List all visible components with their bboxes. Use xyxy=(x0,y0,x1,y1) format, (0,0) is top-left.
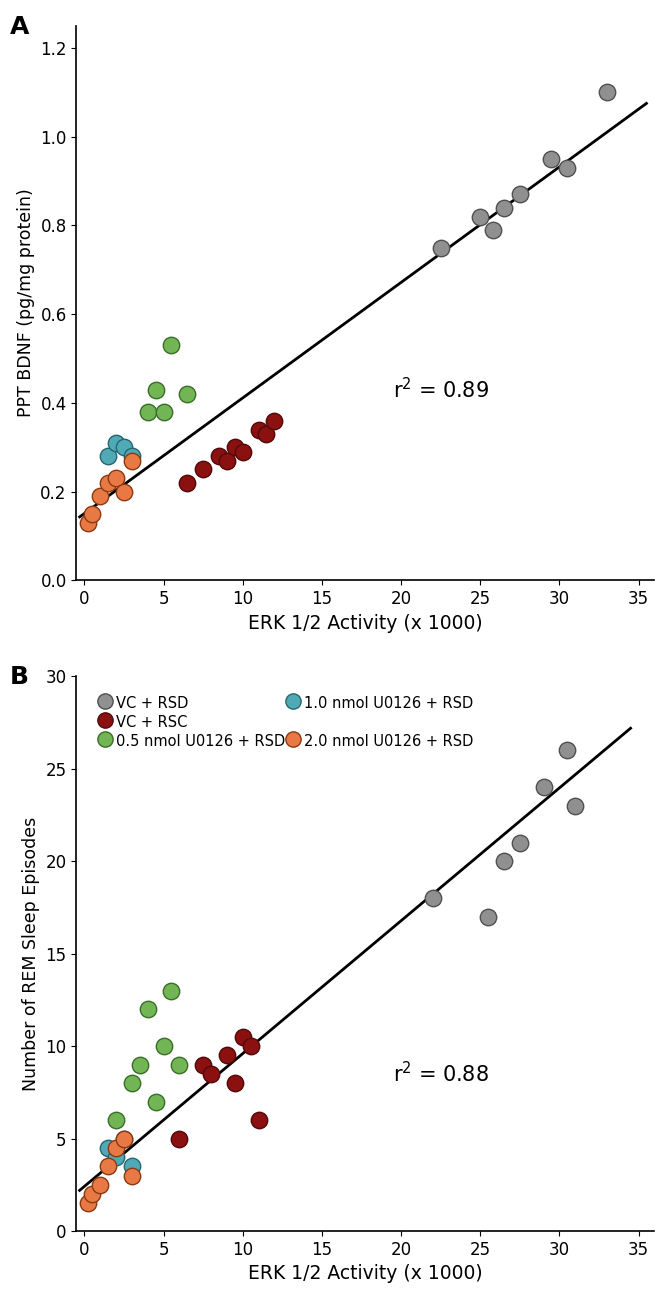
Point xyxy=(538,777,549,798)
Point xyxy=(166,980,177,1001)
Point xyxy=(111,1138,121,1158)
Point xyxy=(174,1128,185,1149)
Point xyxy=(482,906,493,927)
Point xyxy=(562,157,572,178)
Point xyxy=(87,503,98,524)
Text: r$^{2}$ = 0.89: r$^{2}$ = 0.89 xyxy=(393,377,489,402)
Point xyxy=(198,459,209,480)
Point xyxy=(499,198,509,218)
Point xyxy=(111,433,121,454)
Point xyxy=(269,411,280,432)
Point xyxy=(253,1110,264,1131)
Y-axis label: Number of REM Sleep Episodes: Number of REM Sleep Episodes xyxy=(22,816,40,1091)
Point xyxy=(119,481,130,502)
Point xyxy=(238,441,248,462)
Point xyxy=(103,1138,113,1158)
Point xyxy=(601,82,612,103)
Point xyxy=(111,1147,121,1167)
Text: B: B xyxy=(10,666,29,689)
Point xyxy=(103,446,113,467)
Point xyxy=(150,1091,161,1112)
X-axis label: ERK 1/2 Activity (x 1000): ERK 1/2 Activity (x 1000) xyxy=(248,1265,482,1283)
Point xyxy=(238,1027,248,1048)
Point xyxy=(134,1054,145,1075)
Point xyxy=(435,237,446,257)
Point xyxy=(246,1036,256,1057)
Point xyxy=(142,998,153,1019)
Point xyxy=(150,380,161,400)
Point xyxy=(570,796,580,816)
Point xyxy=(127,450,138,471)
Point xyxy=(142,402,153,422)
Point xyxy=(119,437,130,458)
Y-axis label: PPT BDNF (pg/mg protein): PPT BDNF (pg/mg protein) xyxy=(17,188,35,417)
Point xyxy=(119,1128,130,1149)
Legend: VC + RSD, VC + RSC, 0.5 nmol U0126 + RSD, , 1.0 nmol U0126 + RSD, , 2.0 nmol U01: VC + RSD, VC + RSC, 0.5 nmol U0126 + RSD… xyxy=(95,689,479,773)
Point xyxy=(174,1054,185,1075)
Point xyxy=(111,1110,121,1131)
Point xyxy=(166,335,177,356)
Point xyxy=(427,888,438,909)
Point xyxy=(127,446,138,467)
Point xyxy=(103,1156,113,1176)
Text: r$^{2}$ = 0.88: r$^{2}$ = 0.88 xyxy=(393,1061,489,1087)
Point xyxy=(546,148,557,169)
Point xyxy=(562,740,572,760)
Point xyxy=(95,486,105,507)
Point xyxy=(499,852,509,872)
Point xyxy=(95,1174,105,1195)
Point xyxy=(182,472,193,493)
Point xyxy=(229,437,240,458)
Point xyxy=(253,419,264,439)
Point xyxy=(119,1128,130,1149)
Point xyxy=(182,384,193,404)
Point xyxy=(127,1072,138,1093)
Point xyxy=(221,450,232,471)
Point xyxy=(515,832,525,853)
Point xyxy=(158,1036,169,1057)
Point xyxy=(87,1184,98,1205)
Point xyxy=(229,1072,240,1093)
Point xyxy=(198,1054,209,1075)
Point xyxy=(158,402,169,422)
Point xyxy=(127,1165,138,1186)
Point xyxy=(487,220,498,240)
Point xyxy=(206,1063,217,1084)
Point xyxy=(515,185,525,205)
Point xyxy=(213,446,224,467)
Point xyxy=(103,472,113,493)
Point xyxy=(261,424,272,445)
X-axis label: ERK 1/2 Activity (x 1000): ERK 1/2 Activity (x 1000) xyxy=(248,614,482,633)
Point xyxy=(82,1193,93,1214)
Point xyxy=(82,512,93,533)
Point xyxy=(111,468,121,489)
Point xyxy=(221,1045,232,1066)
Point xyxy=(475,207,486,228)
Text: A: A xyxy=(10,14,30,39)
Point xyxy=(127,1156,138,1176)
